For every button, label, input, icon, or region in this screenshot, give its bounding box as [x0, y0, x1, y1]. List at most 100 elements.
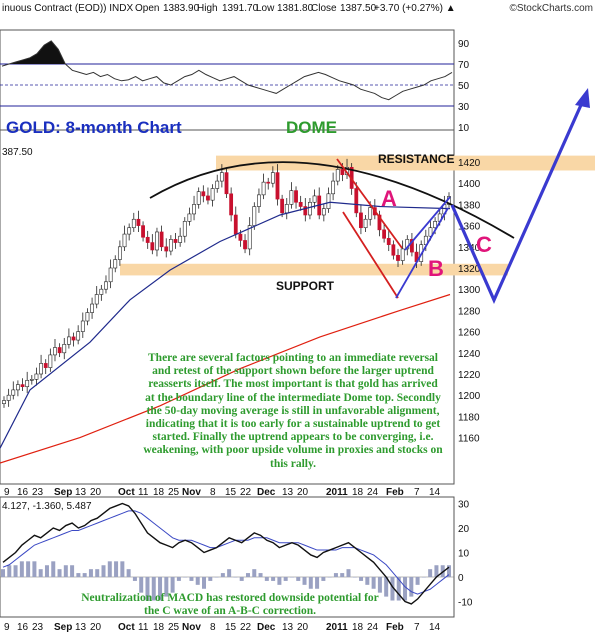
candle-body-10 [48, 354, 53, 368]
macd-tick--10: -10 [458, 598, 473, 609]
macd-hist-25 [158, 577, 163, 601]
macd-hist-17 [107, 561, 112, 577]
candle-body-14 [66, 336, 71, 345]
macd-hist-21 [132, 577, 137, 581]
candle-body-92 [428, 227, 433, 237]
candle-body-93 [433, 221, 437, 229]
macd-panel [0, 496, 455, 618]
candle-body-67 [312, 195, 317, 203]
x-tick-top-18: 18 [352, 487, 364, 498]
candle-body-22 [104, 281, 108, 290]
macd-hist-2 [13, 565, 18, 577]
macd-hist-64 [403, 577, 408, 601]
macd-note: Neutralization of MACD has restored down… [81, 592, 379, 617]
macd-hist-26 [164, 577, 169, 597]
macd-hist-58 [365, 577, 370, 585]
macd-hist-65 [409, 577, 414, 597]
candle-body-81 [377, 214, 382, 231]
candle-body-2 [11, 389, 16, 396]
rsi-panel [0, 29, 455, 131]
candle-body-7 [34, 373, 39, 380]
candle-body-24 [113, 259, 118, 269]
x-tick-bottom-0: 9 [4, 622, 10, 633]
rsi-tick-90: 90 [458, 39, 470, 50]
macd-hist-63 [396, 577, 401, 601]
macd-hist-48 [302, 577, 307, 585]
macd-hist-53 [333, 573, 338, 577]
dome-arc [149, 161, 515, 239]
candle-body-20 [94, 294, 99, 305]
high-label: High [197, 3, 218, 14]
macd-hist-55 [346, 569, 351, 577]
macd-signal-line [2, 510, 450, 595]
x-tick-bottom-2: 23 [32, 622, 44, 633]
rsi-tick-10: 10 [458, 123, 470, 134]
candle-body-6 [29, 378, 34, 381]
x-tick-top-12: 15 [225, 487, 237, 498]
macd-hist-28 [176, 577, 181, 581]
open-value: 1383.90 [163, 3, 200, 14]
candle-body-0 [2, 400, 6, 404]
candle-body-9 [43, 363, 48, 368]
macd-hist-24 [151, 577, 156, 601]
candle-body-79 [368, 207, 373, 220]
x-tick-top-14: Dec [257, 487, 276, 498]
candle-body-63 [294, 190, 298, 203]
candle-body-54 [252, 206, 257, 226]
channel-a-upper [336, 158, 403, 249]
open-label: Open [135, 3, 159, 14]
candle-body-35 [164, 246, 169, 252]
macd-tick-10: 10 [458, 549, 470, 560]
x-tick-bottom-19: 24 [367, 622, 379, 633]
wave-b-label: B [428, 256, 444, 281]
watermark: ©StockCharts.com [509, 3, 593, 14]
x-tick-top-0: 9 [4, 487, 10, 498]
candle-body-73 [340, 169, 345, 176]
price-tick-1380: 1380 [458, 200, 481, 211]
macd-hist-57 [359, 577, 364, 581]
price-tick-1360: 1360 [458, 222, 481, 233]
macd-hist-35 [220, 573, 225, 577]
candle-body-50 [233, 214, 238, 235]
x-tick-bottom-14: Dec [257, 622, 276, 633]
macd-hist-13 [82, 573, 87, 577]
x-tick-top-10: Nov [182, 487, 201, 498]
macd-hist-36 [227, 569, 232, 577]
macd-hist-4 [26, 561, 31, 577]
candle-body-82 [382, 229, 387, 239]
macd-hist-60 [377, 577, 382, 593]
macd-hist-69 [434, 565, 439, 577]
x-tick-top-7: 11 [138, 487, 149, 498]
x-tick-bottom-3: Sep [54, 622, 72, 633]
macd-hist-52 [327, 577, 332, 578]
macd-hist-3 [19, 561, 24, 577]
macd-hist-29 [183, 577, 188, 578]
x-tick-bottom-18: 18 [352, 622, 364, 633]
resistance-label: RESISTANCE [378, 152, 454, 166]
x-tick-top-8: 18 [153, 487, 165, 498]
x-tick-top-15: 13 [282, 487, 294, 498]
x-tick-top-4: 13 [75, 487, 87, 498]
price-panel [0, 129, 455, 485]
candle-body-53 [247, 225, 252, 250]
macd-hist-5 [32, 561, 37, 577]
macd-hist-7 [44, 565, 49, 577]
wave-c-label: C [476, 232, 492, 257]
macd-hist-45 [283, 577, 288, 581]
channel-b-lower [395, 207, 449, 299]
macd-hist-0 [1, 569, 5, 577]
change-value: +3.70 (+0.27%) ▲ [374, 3, 456, 14]
macd-line [2, 502, 450, 605]
macd-hist-61 [384, 577, 389, 597]
macd-hist-18 [114, 561, 119, 577]
candle-body-25 [117, 246, 122, 260]
price-tick-1400: 1400 [458, 179, 481, 190]
candle-body-19 [90, 303, 94, 313]
candle-body-23 [108, 267, 113, 283]
macd-hist-39 [245, 573, 250, 577]
candle-body-62 [289, 190, 294, 205]
x-tick-top-16: 20 [297, 487, 309, 498]
price-tick-1340: 1340 [458, 243, 481, 254]
support-label: SUPPORT [276, 279, 335, 293]
